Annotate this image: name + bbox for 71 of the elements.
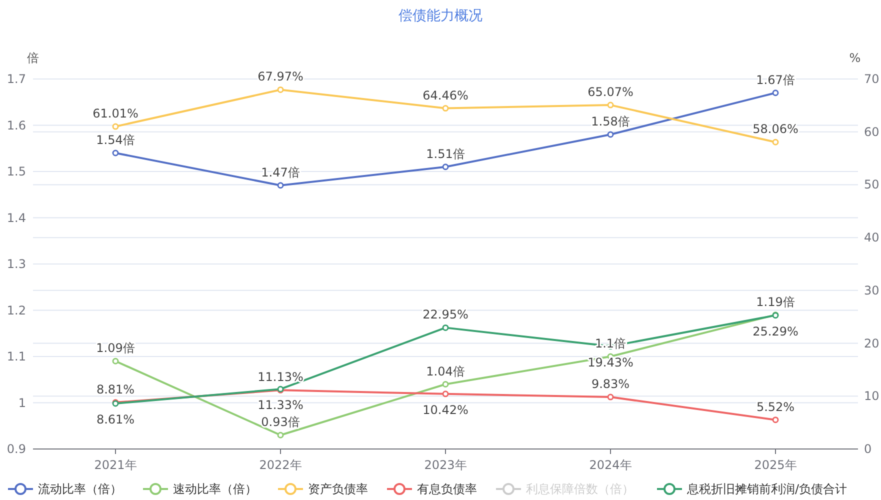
point bbox=[277, 86, 284, 93]
point bbox=[772, 416, 779, 424]
point bbox=[442, 164, 449, 170]
point bbox=[277, 182, 284, 189]
data-label: 11.33% bbox=[258, 398, 304, 412]
data-label: 8.81% bbox=[96, 382, 135, 396]
y2-tick-label: 50 bbox=[864, 178, 880, 192]
y2-axis-title: % bbox=[849, 51, 861, 65]
data-label: 22.95% bbox=[422, 308, 468, 322]
data-label: 1.58倍 bbox=[591, 114, 630, 128]
y2-tick-label: 10 bbox=[864, 389, 880, 404]
data-label: 67.97% bbox=[258, 70, 304, 84]
data-label: 65.07% bbox=[588, 85, 634, 100]
data-label: 61.01% bbox=[92, 106, 138, 121]
x-tick-label: 2023年 bbox=[424, 458, 467, 472]
y-tick-label: 1.7 bbox=[6, 72, 26, 86]
data-label: 1.09倍 bbox=[96, 341, 135, 356]
y-tick-label: 1.3 bbox=[6, 257, 26, 271]
y-tick-label: 1.1 bbox=[6, 350, 26, 364]
y2-tick-label: 40 bbox=[864, 230, 880, 245]
point bbox=[442, 105, 449, 112]
data-label: 9.83% bbox=[591, 377, 630, 392]
data-label: 64.46% bbox=[422, 88, 468, 102]
data-label: 0.93倍 bbox=[261, 415, 300, 430]
data-label: 1.47倍 bbox=[261, 165, 300, 180]
data-label: 1.51倍 bbox=[426, 146, 465, 161]
y2-tick-label: 70 bbox=[864, 72, 880, 86]
x-tick-label: 2025年 bbox=[754, 458, 797, 472]
data-label: 1.04倍 bbox=[426, 364, 465, 378]
y-axis-title: 倍 bbox=[27, 51, 39, 65]
x-tick-label: 2024年 bbox=[589, 458, 632, 472]
data-label: 25.29% bbox=[752, 324, 798, 338]
point bbox=[112, 123, 119, 130]
point bbox=[607, 131, 614, 138]
legend-label: 流动比率（倍） bbox=[38, 482, 122, 496]
legend-label: 速动比率（倍） bbox=[173, 482, 257, 496]
data-label: 11.13% bbox=[258, 370, 304, 384]
point bbox=[112, 358, 119, 364]
legend-label: 有息负债率 bbox=[417, 482, 477, 496]
point bbox=[772, 138, 779, 146]
y2-tick-label: 20 bbox=[864, 336, 880, 350]
y-tick-label: 1.2 bbox=[6, 303, 26, 318]
y2-tick-label: 30 bbox=[864, 283, 880, 298]
data-label: 10.42% bbox=[422, 402, 468, 417]
data-label: 58.06% bbox=[752, 122, 798, 136]
data-label: 1.19倍 bbox=[756, 294, 795, 309]
x-tick-label: 2022年 bbox=[259, 458, 302, 472]
chart-title: 偿债能力概况 bbox=[398, 8, 482, 24]
legend-label: 息税折旧摊销前利润/负债合计 bbox=[686, 482, 848, 496]
y-tick-label: 1.6 bbox=[6, 118, 26, 132]
y-tick-label: 1.5 bbox=[6, 164, 26, 178]
data-label: 1.54倍 bbox=[96, 133, 135, 147]
y-tick-label: 1 bbox=[18, 396, 26, 410]
point bbox=[772, 90, 779, 96]
point bbox=[607, 394, 614, 400]
data-label: 8.61% bbox=[96, 412, 135, 426]
y-tick-label: 1.4 bbox=[6, 210, 26, 225]
y2-tick-label: 60 bbox=[864, 124, 880, 139]
point bbox=[442, 390, 449, 398]
legend-label: 资产负债率 bbox=[308, 482, 368, 496]
data-label: 19.43% bbox=[588, 355, 634, 370]
point bbox=[442, 381, 449, 388]
point bbox=[607, 102, 614, 108]
data-label: 1.67倍 bbox=[756, 72, 795, 87]
point bbox=[442, 324, 449, 331]
point bbox=[112, 150, 119, 156]
y2-tick-label: 0 bbox=[864, 442, 872, 456]
data-label: 5.52% bbox=[756, 400, 795, 414]
y-tick-label: 0.9 bbox=[6, 442, 26, 456]
x-tick-label: 2021年 bbox=[94, 458, 137, 472]
point bbox=[277, 432, 284, 438]
